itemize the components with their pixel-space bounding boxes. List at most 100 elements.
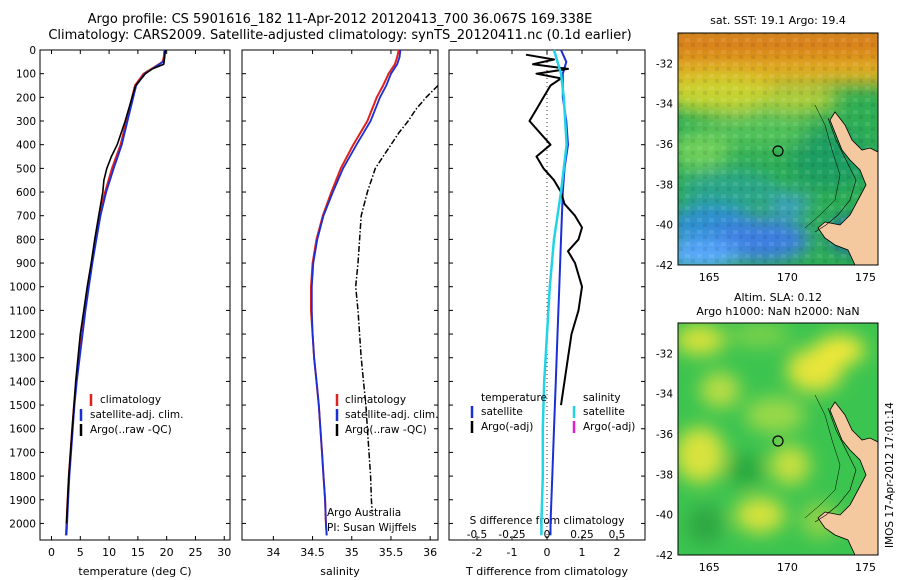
sal-legend-satellite: satellite-adj. clim.	[345, 409, 438, 421]
sst-map-title: sat. SST: 19.1 Argo: 19.4	[710, 14, 846, 27]
depth-tick-label: 800	[16, 234, 36, 246]
sla-map-ytick-label: -34	[656, 389, 673, 401]
temp-series-climatology	[64, 49, 166, 536]
sst-map-ytick-label: -38	[656, 179, 673, 191]
difference-xtick-label: -2	[472, 546, 483, 559]
depth-tick-label: 1900	[9, 495, 36, 507]
diff-series-t-argo	[525, 53, 583, 406]
sla-map-ytick-label: -36	[656, 429, 673, 441]
depth-tick-label: 900	[16, 258, 36, 270]
sla-map-title-line1: Altim. SLA: 0.12	[734, 291, 822, 304]
depth-tick-label: 700	[16, 211, 36, 223]
temperature-xtick-label: 5	[77, 546, 84, 559]
depth-tick-label: 1700	[9, 447, 36, 459]
temperature-xtick-label: 15	[131, 546, 145, 559]
sst-map-xtick-label: 170	[777, 271, 798, 284]
temp-series-satellite-adj	[65, 49, 166, 536]
difference-xtick-label: 2	[614, 546, 621, 559]
sal-annotation-argo-australia: Argo Australia	[327, 507, 401, 519]
temperature-xtick-label: 30	[217, 546, 231, 559]
sst-map-ytick-label: -32	[656, 58, 673, 70]
sal-annotation-pi: PI: Susan Wijffels	[327, 522, 417, 534]
diff-series-s-satellite	[540, 49, 568, 536]
sst-map-xtick-label: 165	[699, 271, 720, 284]
temp-legend-climatology: climatology	[100, 394, 161, 406]
salinity-panel-frame	[241, 49, 439, 541]
sst-map-ytick-label: -36	[656, 139, 673, 151]
s-difference-tick-label: 0.25	[570, 529, 593, 541]
diff-legend-s-satellite: satellite	[583, 406, 625, 418]
temp-series-argo	[65, 49, 167, 524]
sla-map-ytick-label: -32	[656, 348, 673, 360]
difference-xtick-label: 0	[544, 546, 551, 559]
salinity-xtick-label: 34	[266, 546, 280, 559]
diff-legend-temperature-title: temperature	[481, 392, 547, 404]
sla-map-ytick-label: -42	[656, 550, 673, 562]
depth-tick-label: 200	[16, 92, 36, 104]
sla-map-xtick-label: 170	[777, 561, 798, 574]
sst-map-ytick-label: -40	[656, 220, 673, 232]
sal-series-climatology	[310, 49, 400, 536]
sal-series-argo	[354, 84, 439, 512]
temperature-panel-frame	[39, 49, 231, 541]
sst-map-image	[678, 33, 878, 265]
temperature-xtick-label: 10	[102, 546, 116, 559]
difference-xlabel: T difference from climatology	[465, 565, 628, 578]
depth-tick-label: 100	[16, 69, 36, 81]
sal-legend-argo: Argo(..raw -QC)	[345, 424, 427, 436]
sla-map-title-line2: Argo h1000: NaN h2000: NaN	[696, 305, 859, 318]
difference-legend: temperature satellite Argo(-adj) salinit…	[470, 392, 635, 433]
salinity-legend: climatology satellite-adj. clim. Argo(..…	[335, 394, 438, 436]
sal-series-satellite-adj	[310, 49, 402, 536]
sla-map-xtick-label: 175	[855, 561, 876, 574]
sst-map-frame	[677, 32, 879, 266]
s-difference-tick-label: -0.5	[467, 529, 488, 541]
imos-watermark: IMOS 17-Apr-2012 17:01:14	[884, 402, 896, 548]
axis-ticks: 0100200300400500600700800900100011001200…	[9, 45, 876, 574]
sst-map-argo-marker	[772, 145, 784, 157]
depth-tick-label: 1500	[9, 400, 36, 412]
salinity-xtick-label: 36	[423, 546, 437, 559]
difference-xtick-label: -1	[507, 546, 518, 559]
diff-legend-t-argo: Argo(-adj)	[481, 421, 533, 433]
sla-map-frame	[677, 322, 879, 556]
temperature-xtick-label: 25	[188, 546, 202, 559]
temperature-legend: climatology satellite-adj. clim. Argo(..…	[79, 394, 183, 436]
depth-tick-label: 300	[16, 116, 36, 128]
sla-map-xtick-label: 165	[699, 561, 720, 574]
s-difference-tick-label: 0.5	[609, 529, 626, 541]
diff-legend-s-argo: Argo(-adj)	[583, 421, 635, 433]
depth-tick-label: 2000	[9, 518, 36, 530]
salinity-xtick-label: 35.5	[379, 546, 404, 559]
depth-tick-label: 600	[16, 187, 36, 199]
salinity-xlabel: salinity	[320, 565, 360, 578]
diff-legend-salinity-title: salinity	[583, 392, 621, 404]
figure-title-line1: Argo profile: CS 5901616_182 11-Apr-2012…	[87, 12, 593, 27]
s-difference-xlabel: S difference from climatology	[470, 515, 625, 527]
depth-tick-label: 1200	[9, 329, 36, 341]
sst-map-ytick-label: -42	[656, 260, 673, 272]
temperature-xtick-label: 0	[48, 546, 55, 559]
depth-tick-label: 1100	[9, 305, 36, 317]
difference-xtick-label: 1	[579, 546, 586, 559]
depth-tick-label: 1400	[9, 376, 36, 388]
diff-legend-t-satellite: satellite	[481, 406, 523, 418]
depth-tick-label: 1000	[9, 282, 36, 294]
sla-map-argo-marker	[772, 435, 784, 447]
depth-tick-label: 500	[16, 163, 36, 175]
profile-series	[64, 49, 583, 540]
temp-legend-satellite: satellite-adj. clim.	[90, 409, 183, 421]
sst-map-ytick-label: -34	[656, 99, 673, 111]
s-difference-tick-label: -0.25	[498, 529, 525, 541]
temp-legend-argo: Argo(..raw -QC)	[90, 424, 172, 436]
sla-map-ytick-label: -38	[656, 469, 673, 481]
sst-map-xtick-label: 175	[855, 271, 876, 284]
figure-title-line2: Climatology: CARS2009. Satellite-adjuste…	[48, 28, 632, 43]
salinity-xtick-label: 34.5	[300, 546, 325, 559]
sla-map-ytick-label: -40	[656, 510, 673, 522]
depth-tick-label: 400	[16, 140, 36, 152]
depth-tick-label: 0	[29, 45, 36, 57]
sla-map-image	[678, 323, 878, 555]
depth-tick-label: 1300	[9, 353, 36, 365]
